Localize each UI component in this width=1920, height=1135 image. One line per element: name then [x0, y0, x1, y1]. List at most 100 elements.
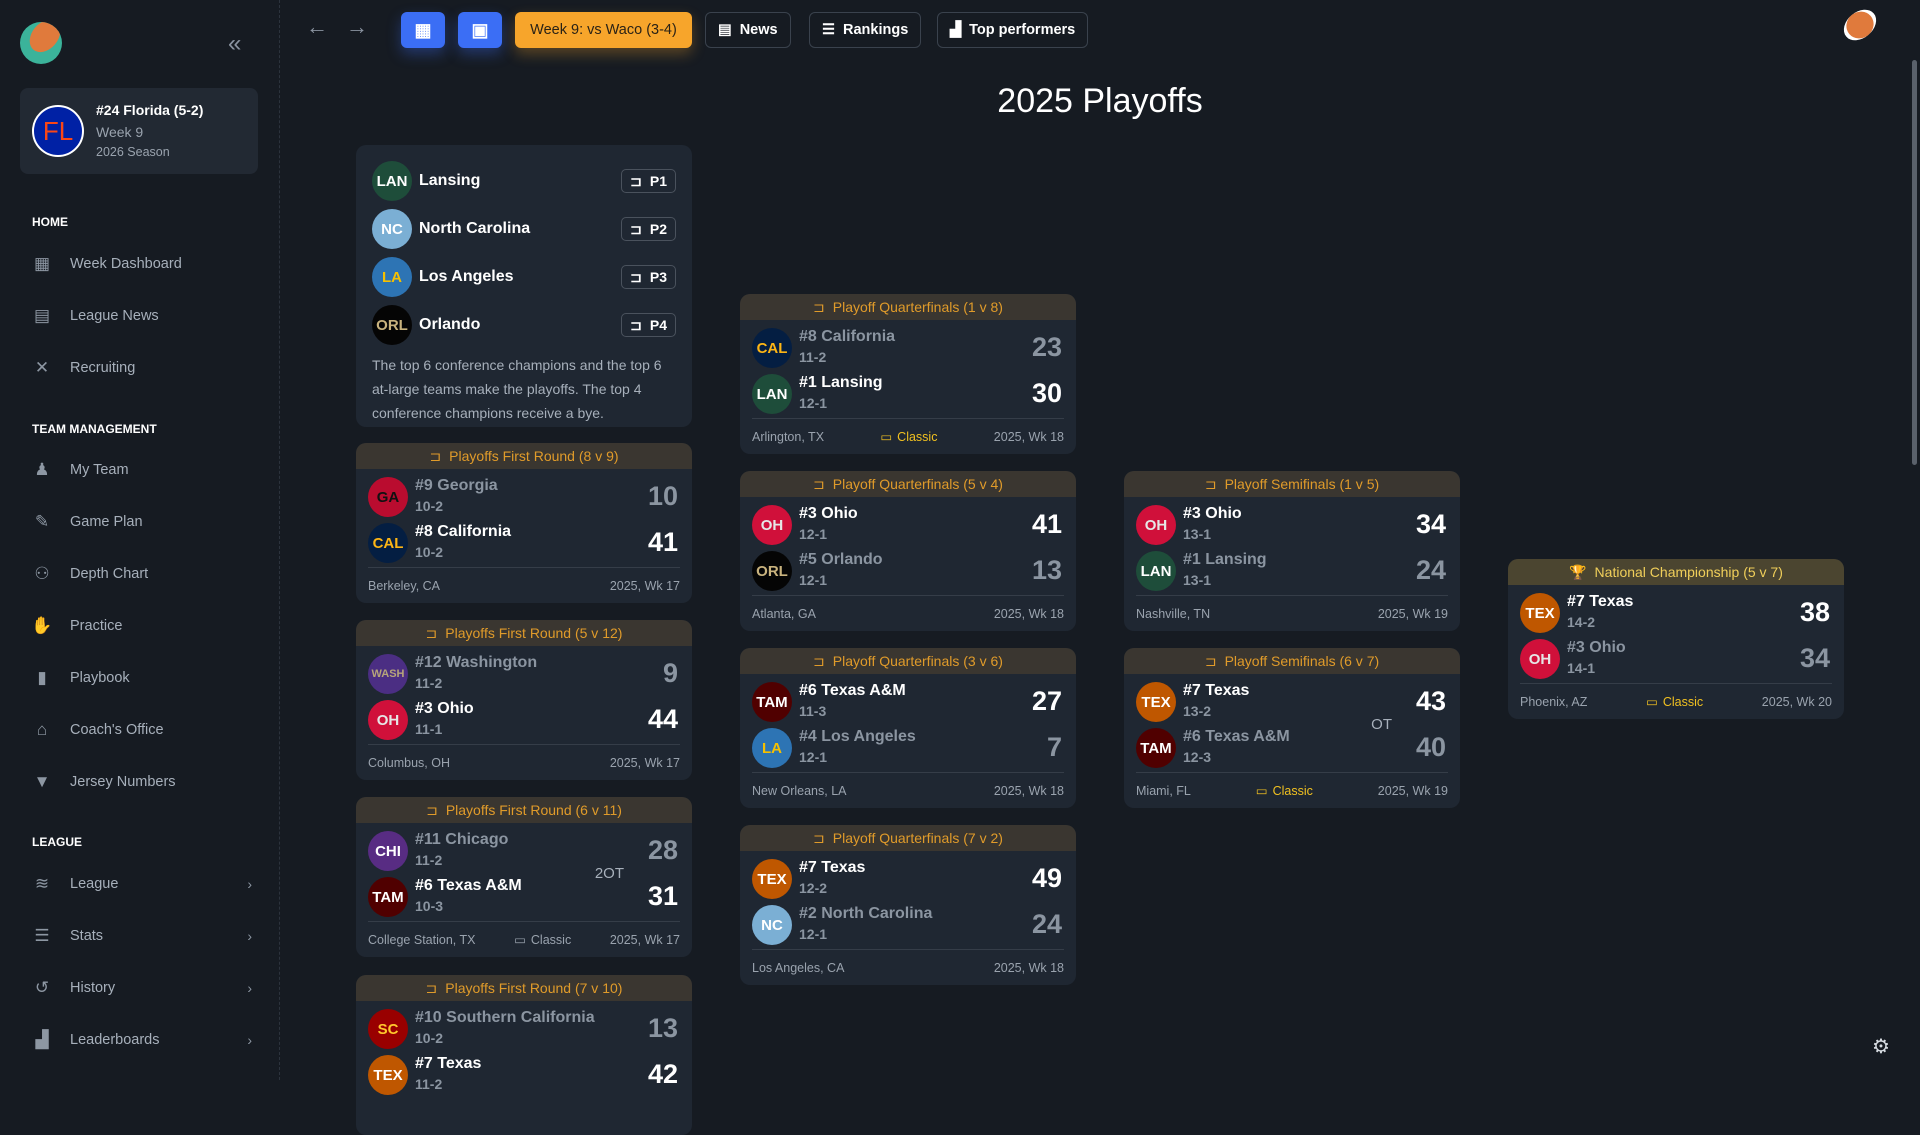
team-row[interactable]: OH #3 Ohio 14-1 34	[1520, 637, 1830, 681]
back-arrow-icon[interactable]: ←	[306, 14, 328, 39]
game-card[interactable]: ⊐ Playoffs First Round (6 v 11) CHI #11 Chi…	[356, 797, 692, 957]
sidebar-item-my-team[interactable]: ♟ My Team	[32, 450, 252, 490]
sidebar-item-depth-chart[interactable]: ⚇ Depth Chart	[32, 554, 252, 594]
team-record: 13-1	[1183, 526, 1212, 542]
sidebar-item-label: History	[70, 980, 116, 996]
sidebar-item-coach-s-office[interactable]: ⌂ Coach's Office	[32, 710, 252, 750]
game-location: Columbus, OH	[368, 755, 450, 770]
team-row[interactable]: LA #4 Los Angeles 12-1 7	[752, 726, 1062, 770]
sidebar-item-label: Leaderboards	[70, 1032, 160, 1048]
game-footer: New Orleans, LA 2025, Wk 18	[752, 772, 1064, 808]
game-location: New Orleans, LA	[752, 783, 847, 798]
team-row[interactable]: ORL #5 Orlando 12-1 13	[752, 549, 1062, 593]
sidebar-item-jersey-numbers[interactable]: ▼ Jersey Numbers	[32, 762, 252, 802]
collapse-sidebar-icon[interactable]: «	[228, 30, 242, 57]
seed-row[interactable]: ORL Orlando ⊐ P4	[372, 305, 676, 345]
team-record: 10-2	[415, 498, 444, 514]
game-card[interactable]: ⊐ Playoff Semifinals (6 v 7) TEX #7 Texas 13…	[1124, 648, 1460, 808]
team-row[interactable]: LAN #1 Lansing 12-1 30	[752, 372, 1062, 416]
team-score: 34	[1415, 509, 1446, 539]
team-row[interactable]: CAL #8 California 11-2 23	[752, 326, 1062, 370]
team-row[interactable]: CHI #11 Chicago 11-2 28	[368, 829, 678, 873]
news-button[interactable]: ▤ News	[705, 12, 791, 48]
game-card[interactable]: ⊐ Playoff Quarterfinals (1 v 8) CAL #8 Cali…	[740, 294, 1076, 454]
team-row[interactable]: TAM #6 Texas A&M 11-3 27	[752, 680, 1062, 724]
team-row[interactable]: TAM #6 Texas A&M 12-3 40	[1136, 726, 1446, 770]
team-name: #6 Texas A&M	[415, 877, 522, 894]
game-card[interactable]: ⊐ Playoff Semifinals (1 v 5) OH #3 Ohio 13-1…	[1124, 471, 1460, 631]
dashboard-button[interactable]: ▦	[401, 12, 445, 48]
game-header: ⊐ Playoff Quarterfinals (3 v 6)	[740, 648, 1076, 674]
team-row[interactable]: TEX #7 Texas 13-2 43	[1136, 680, 1446, 724]
seed-badge: ⊐ P1	[621, 169, 676, 193]
sidebar-item-stats[interactable]: ☰ Stats ›	[32, 916, 252, 956]
classic-badge[interactable]: ▭ Classic	[1256, 783, 1313, 799]
sidebar-item-label: Practice	[70, 618, 123, 634]
seed-row[interactable]: LAN Lansing ⊐ P1	[372, 161, 676, 201]
playoff-seeds-card: The top 6 conference champions and the t…	[356, 145, 692, 427]
sidebar-item-playbook[interactable]: ▮ Playbook	[32, 658, 252, 698]
football-icon[interactable]	[1837, 3, 1883, 47]
team-row[interactable]: TAM #6 Texas A&M 10-3 31	[368, 875, 678, 919]
team-row[interactable]: TEX #7 Texas 12-2 49	[752, 857, 1062, 901]
game-date: 2025, Wk 17	[609, 932, 680, 947]
game-title: Playoff Quarterfinals (3 v 6)	[832, 653, 1003, 669]
team-row[interactable]: NC #2 North Carolina 12-1 24	[752, 903, 1062, 947]
team-row[interactable]: OH #3 Ohio 11-1 44	[368, 698, 678, 742]
top-performers-button[interactable]: ▟ Top performers	[937, 12, 1089, 48]
game-footer: Nashville, TN 2025, Wk 19	[1136, 595, 1448, 631]
team-row[interactable]: LAN #1 Lansing 13-1 24	[1136, 549, 1446, 593]
seed-row[interactable]: NC North Carolina ⊐ P2	[372, 209, 676, 249]
settings-gear-icon[interactable]: ⚙	[1872, 1036, 1890, 1058]
bracket-icon: ⊐	[813, 652, 825, 669]
classic-badge[interactable]: ▭ Classic	[1646, 694, 1703, 710]
game-card[interactable]: ⊐ Playoffs First Round (5 v 12) WASH #12 Wa…	[356, 620, 692, 780]
game-card[interactable]: 🏆 National Championship (5 v 7) TEX #7 Texa…	[1508, 559, 1844, 719]
team-row[interactable]: CAL #8 California 10-2 41	[368, 521, 678, 565]
team-row[interactable]: OH #3 Ohio 12-1 41	[752, 503, 1062, 547]
sidebar-item-game-plan[interactable]: ✎ Game Plan	[32, 502, 252, 542]
sidebar-item-leaderboards[interactable]: ▟ Leaderboards ›	[32, 1020, 252, 1060]
sidebar-item-recruiting[interactable]: ✕ Recruiting	[32, 348, 252, 388]
team-row[interactable]: OH #3 Ohio 13-1 34	[1136, 503, 1446, 547]
sidebar: « FL #24 Florida (5-2) Week 9 2026 Seaso…	[0, 0, 280, 1080]
week-button[interactable]: Week 9: vs Waco (3-4)	[515, 12, 692, 48]
game-header: ⊐ Playoff Quarterfinals (7 v 2)	[740, 825, 1076, 851]
sidebar-item-practice[interactable]: ✋ Practice	[31, 606, 252, 646]
game-footer: Miami, FL ▭ Classic 2025, Wk 19	[1136, 772, 1448, 808]
team-row[interactable]: WASH #12 Washington 11-2 9	[368, 652, 678, 696]
game-card[interactable]: ⊐ Playoffs First Round (7 v 10) SC #10 Sout…	[356, 975, 692, 1135]
team-name: #1 Lansing	[1183, 551, 1267, 568]
team-row[interactable]: TEX #7 Texas 11-2 42	[368, 1053, 678, 1097]
classic-badge[interactable]: ▭ Classic	[514, 932, 571, 948]
classic-badge[interactable]: ▭ Classic	[880, 429, 937, 445]
team-card[interactable]: FL #24 Florida (5-2) Week 9 2026 Season	[20, 88, 258, 174]
game-header: ⊐ Playoff Semifinals (6 v 7)	[1124, 648, 1460, 674]
team-name: #3 Ohio	[799, 505, 858, 522]
seed-row[interactable]: LA Los Angeles ⊐ P3	[372, 257, 676, 297]
sidebar-item-week-dashboard[interactable]: ▦ Week Dashboard	[32, 244, 252, 284]
sidebar-item-history[interactable]: ↺ History ›	[32, 968, 252, 1008]
sidebar-item-label: Week Dashboard	[70, 256, 182, 272]
team-row[interactable]: TEX #7 Texas 14-2 38	[1520, 591, 1830, 635]
practice-icon: ✋	[31, 616, 53, 635]
team-row[interactable]: SC #10 Southern California 10-2 13	[368, 1007, 678, 1051]
game-location: Atlanta, GA	[752, 606, 816, 621]
game-card[interactable]: ⊐ Playoff Quarterfinals (3 v 6) TAM #6 Texa…	[740, 648, 1076, 808]
calendar-button[interactable]: ▣	[458, 12, 502, 48]
team-record: 13-1	[1183, 572, 1212, 588]
scrollbar[interactable]	[1912, 60, 1917, 465]
sidebar-item-league-news[interactable]: ▤ League News	[32, 296, 252, 336]
rankings-button[interactable]: ☰ Rankings	[809, 12, 922, 48]
app-logo[interactable]	[20, 22, 62, 64]
game-card[interactable]: ⊐ Playoff Quarterfinals (7 v 2) TEX #7 Texa…	[740, 825, 1076, 985]
game-card[interactable]: ⊐ Playoffs First Round (8 v 9) GA #9 Georgi…	[356, 443, 692, 603]
team-row[interactable]: GA #9 Georgia 10-2 10	[368, 475, 678, 519]
team-score: 28	[647, 835, 678, 865]
sidebar-item-league[interactable]: ≋ League ›	[32, 864, 252, 904]
sidebar-section-label: HOME	[32, 215, 68, 229]
team-logo: TEX	[1520, 593, 1560, 633]
forward-arrow-icon[interactable]: →	[346, 14, 368, 39]
game-card[interactable]: ⊐ Playoff Quarterfinals (5 v 4) OH #3 Ohio 1…	[740, 471, 1076, 631]
game-header: ⊐ Playoffs First Round (5 v 12)	[356, 620, 692, 646]
